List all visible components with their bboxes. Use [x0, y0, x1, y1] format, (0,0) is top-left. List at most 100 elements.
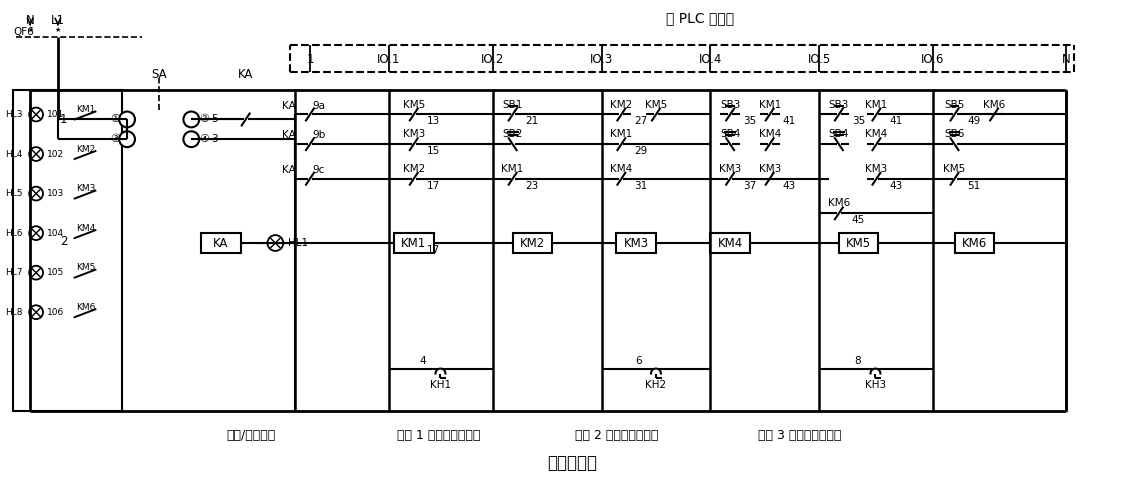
- Text: 35: 35: [743, 117, 756, 126]
- Bar: [394, 233, 433, 253]
- Bar: [14, 90, 122, 411]
- Text: ②: ②: [200, 114, 209, 124]
- Text: QF6: QF6: [14, 27, 34, 38]
- Text: 23: 23: [526, 181, 539, 191]
- Text: KM3: KM3: [758, 164, 781, 174]
- Text: KM2: KM2: [520, 237, 545, 249]
- Bar: [617, 233, 655, 253]
- Text: IO.5: IO.5: [807, 53, 831, 65]
- Text: 17: 17: [426, 181, 440, 191]
- Text: 49: 49: [968, 117, 980, 126]
- Text: KM5: KM5: [402, 100, 425, 110]
- Text: KM3: KM3: [76, 184, 96, 193]
- Text: 41: 41: [889, 117, 903, 126]
- Text: 1: 1: [307, 53, 314, 65]
- Text: 9a: 9a: [312, 101, 325, 111]
- Text: SB4: SB4: [720, 129, 740, 139]
- Text: 37: 37: [743, 181, 756, 191]
- Text: SB5: SB5: [944, 100, 964, 110]
- Text: 21: 21: [526, 117, 539, 126]
- Text: KM5: KM5: [76, 263, 96, 272]
- Text: 104: 104: [47, 228, 64, 238]
- Text: KM6: KM6: [76, 303, 96, 312]
- Text: HL5: HL5: [5, 189, 23, 198]
- Circle shape: [120, 112, 135, 127]
- Text: ①: ①: [111, 114, 120, 124]
- Bar: [710, 233, 750, 253]
- Text: 106: 106: [47, 308, 64, 317]
- Text: KM1: KM1: [401, 237, 426, 249]
- Text: KM3: KM3: [719, 164, 741, 174]
- Text: KH3: KH3: [865, 380, 886, 390]
- Circle shape: [30, 226, 43, 240]
- Circle shape: [268, 235, 283, 251]
- Text: SB6: SB6: [944, 129, 964, 139]
- Text: ③: ③: [111, 134, 120, 144]
- Circle shape: [30, 147, 43, 161]
- Text: ★: ★: [27, 27, 33, 34]
- Text: 27: 27: [634, 117, 648, 126]
- Text: 103: 103: [47, 189, 64, 198]
- Text: 101: 101: [47, 110, 64, 119]
- Text: KM4: KM4: [76, 224, 95, 233]
- Circle shape: [30, 107, 43, 122]
- Text: N: N: [1061, 53, 1070, 65]
- Text: IO.4: IO.4: [699, 53, 722, 65]
- Text: SB3: SB3: [720, 100, 740, 110]
- Text: KH1: KH1: [430, 380, 451, 390]
- Text: KM1: KM1: [610, 129, 633, 139]
- Text: 29: 29: [634, 146, 648, 156]
- Text: 8: 8: [854, 356, 861, 366]
- Text: 5: 5: [211, 114, 218, 124]
- Text: KA: KA: [283, 130, 296, 140]
- Text: HL8: HL8: [5, 308, 23, 317]
- Text: KM5: KM5: [944, 164, 966, 174]
- Text: 45: 45: [852, 215, 865, 225]
- Bar: [513, 233, 552, 253]
- Text: ★: ★: [55, 27, 60, 34]
- Text: KM4: KM4: [758, 129, 781, 139]
- Text: 手动/自动转换: 手动/自动转换: [226, 429, 275, 442]
- Text: KM3: KM3: [402, 129, 425, 139]
- Text: 变频 3 号泵电动机工频: 变频 3 号泵电动机工频: [758, 429, 841, 442]
- Text: 43: 43: [889, 181, 903, 191]
- Text: 41: 41: [782, 117, 796, 126]
- Text: 变频 2 号泵电动机工频: 变频 2 号泵电动机工频: [575, 429, 658, 442]
- Text: IO.2: IO.2: [481, 53, 505, 65]
- Text: 3: 3: [211, 134, 218, 144]
- Text: SB4: SB4: [829, 129, 849, 139]
- Text: HL4: HL4: [5, 149, 23, 159]
- Text: KA: KA: [283, 165, 296, 175]
- Text: 2: 2: [60, 235, 67, 247]
- Text: 控制线路图: 控制线路图: [547, 454, 597, 472]
- Text: KM3: KM3: [865, 164, 888, 174]
- Text: KA: KA: [238, 68, 253, 81]
- Text: 9c: 9c: [312, 165, 324, 175]
- Text: IO.6: IO.6: [921, 53, 944, 65]
- Circle shape: [30, 305, 43, 319]
- Text: KM2: KM2: [402, 164, 425, 174]
- Text: KA: KA: [283, 101, 296, 111]
- Text: IO.1: IO.1: [377, 53, 401, 65]
- Circle shape: [184, 112, 199, 127]
- Text: SB2: SB2: [503, 129, 523, 139]
- Text: 9b: 9b: [312, 130, 325, 140]
- Text: KM5: KM5: [846, 237, 871, 249]
- Text: 1: 1: [60, 113, 67, 126]
- Bar: [954, 233, 994, 253]
- Circle shape: [184, 131, 199, 147]
- Text: KM1: KM1: [758, 100, 781, 110]
- Text: KM6: KM6: [962, 237, 987, 249]
- Text: KM4: KM4: [610, 164, 633, 174]
- Text: 变频 1 号泵电动机工频: 变频 1 号泵电动机工频: [397, 429, 480, 442]
- Bar: [201, 233, 241, 253]
- Circle shape: [120, 131, 135, 147]
- Text: 6: 6: [635, 356, 642, 366]
- Text: HL6: HL6: [5, 228, 23, 238]
- Text: KM1: KM1: [502, 164, 523, 174]
- Text: 4: 4: [420, 356, 426, 366]
- Text: KM1: KM1: [865, 100, 888, 110]
- Text: KM3: KM3: [624, 237, 649, 249]
- Text: KM1: KM1: [76, 105, 96, 114]
- Text: SB3: SB3: [829, 100, 849, 110]
